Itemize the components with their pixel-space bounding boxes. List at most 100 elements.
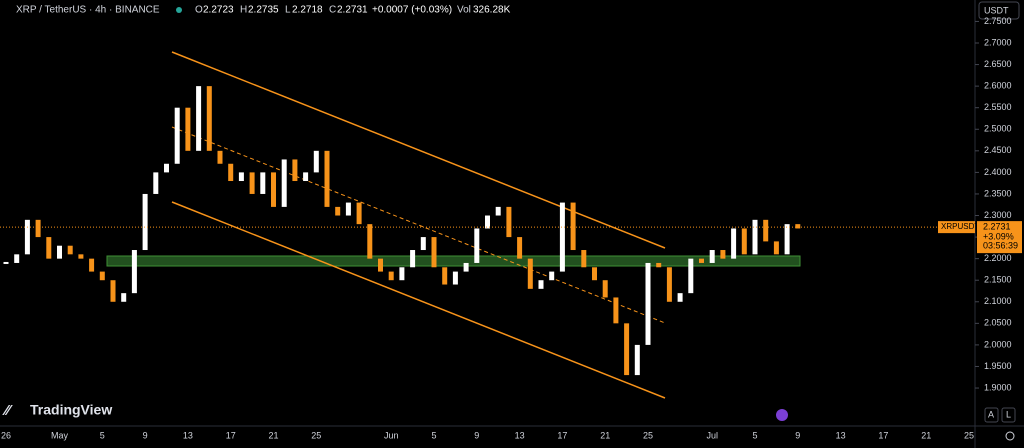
ohlc-label: O [195,5,203,16]
x-tick-label: 25 [964,430,974,440]
candle [14,254,20,263]
price-tag-countdown: 03:56:39 [983,240,1018,250]
candle [677,293,683,302]
x-tick-label: 21 [600,430,610,440]
x-tick-label: 25 [643,430,653,440]
ohlc-label: H [240,5,247,16]
candle [784,224,790,255]
auto-button[interactable] [984,407,999,423]
x-tick-label: Jul [706,430,718,440]
x-tick-label: Jun [384,430,399,440]
y-tick-label: 2.3000 [984,210,1012,220]
x-tick-label: 9 [474,430,479,440]
symbol: XRP / TetherUS · 4h · BINANCE [16,5,160,16]
x-tick-label: 17 [226,430,236,440]
candle [592,267,597,281]
candle [196,86,202,151]
vol-label: Vol [457,5,471,16]
y-tick-label: 1.9500 [984,361,1012,371]
candle [538,280,544,289]
candle [249,172,255,194]
price-tag [977,221,1022,254]
candle [431,237,437,268]
ohlc-label: C [329,5,336,16]
currency-button[interactable] [978,1,1020,20]
candle [442,267,448,285]
candle [763,219,769,242]
x-tick-label: 17 [557,430,567,440]
settings-icon[interactable] [1005,431,1015,441]
x-tick-label: 5 [752,430,757,440]
candle [517,237,523,259]
candle [752,219,758,255]
candle [271,172,276,207]
candle [720,250,726,259]
candle [549,271,555,281]
status-dot [176,7,182,13]
candle [89,258,95,272]
candle [217,150,223,164]
log-button[interactable] [1001,407,1016,423]
vol-value: 326.28K [473,5,511,16]
support-zone [106,255,801,267]
y-tick-label: 2.5000 [984,124,1012,134]
candle [474,228,480,263]
x-tick-label: 13 [836,430,846,440]
candle [3,261,9,264]
price-tag-change: +3.09% [983,231,1014,241]
candle [238,172,244,182]
ohlc-value: 2.2718 [292,5,323,16]
log-label[interactable]: L [1006,409,1011,419]
candle [313,150,319,173]
y-tick-label: 2.4000 [984,167,1012,177]
candle [656,262,662,268]
candle [345,202,351,216]
candle [570,202,576,251]
candle [99,271,105,281]
auto-label[interactable]: A [988,409,994,419]
candle [292,159,298,182]
candle [303,172,309,182]
candle [613,297,619,324]
y-tick-label: 2.5500 [984,102,1012,112]
candle [795,224,801,229]
x-tick-label: 21 [921,430,931,440]
x-tick-label: May [51,430,69,440]
candle [367,224,373,259]
y-tick-label: 2.6000 [984,81,1012,91]
ai-icon[interactable] [776,409,788,421]
y-tick-label: 2.6500 [984,59,1012,69]
y-tick-label: 2.7000 [984,37,1012,47]
candle [410,250,416,268]
candle [506,206,512,238]
candle [559,202,565,272]
x-tick-label: 17 [878,430,888,440]
candle [131,250,137,294]
candle [452,271,458,285]
candle [206,86,212,151]
candle [420,237,426,251]
candle [260,172,266,194]
candle [634,344,640,376]
candle [399,267,405,281]
channel-mid [171,126,666,324]
y-tick-label: 2.7500 [984,16,1012,26]
candle [142,193,148,251]
ohlc-value: 2.2735 [248,5,279,16]
candle [78,254,84,259]
candle [174,107,180,164]
y-tick-label: 2.0000 [984,339,1012,349]
candle [388,271,394,281]
x-tick-label: 26 [1,430,11,440]
y-tick-label: 2.1500 [984,275,1012,285]
candle [164,163,169,173]
candle [35,219,41,238]
y-tick-label: 2.0500 [984,318,1012,328]
candle [731,228,737,259]
ohlc-value: 2.2723 [203,5,234,16]
x-tick-label: 25 [311,430,321,440]
currency[interactable]: USDT [984,5,1009,15]
candle [356,202,362,225]
